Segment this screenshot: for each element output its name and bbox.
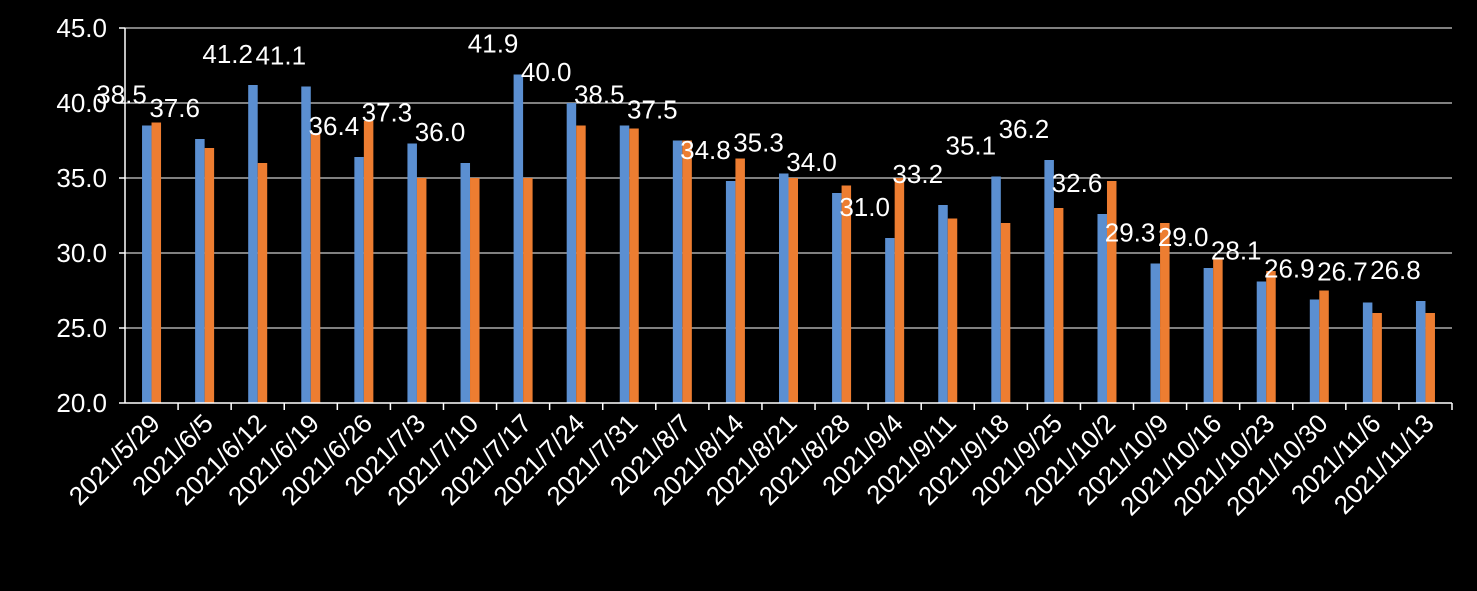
series-1-bar	[301, 86, 311, 403]
data-label: 32.6	[1052, 168, 1103, 198]
data-label: 28.1	[1211, 236, 1262, 266]
data-label: 34.8	[680, 135, 731, 165]
data-labels: 38.5 37.641.2 41.136.4 37.336.041.940.038.5…	[96, 29, 1421, 287]
series-2-bar	[1425, 313, 1435, 403]
data-label: 31.0	[839, 192, 890, 222]
series-1-bar	[725, 181, 736, 403]
series-2-bar	[310, 133, 321, 403]
series-1-bar	[142, 125, 152, 403]
series-2-bar	[788, 178, 798, 403]
series-2-bar	[735, 158, 745, 403]
series-1-bar	[513, 74, 524, 403]
series-1-bar	[354, 157, 364, 403]
data-label: 35.1	[946, 131, 997, 161]
series-2-bar	[470, 178, 480, 403]
data-label: 33.2	[892, 159, 943, 189]
series-1-bar	[1044, 160, 1054, 403]
data-label: 35.3	[733, 128, 784, 158]
data-label: 36.0	[415, 117, 466, 147]
series-1-bar	[248, 85, 258, 403]
series-1-bar	[1150, 263, 1161, 403]
data-label: 41.9	[468, 29, 519, 59]
series-1-bar	[938, 205, 948, 403]
series-2-bar	[576, 125, 586, 403]
data-label: 26.7	[1317, 257, 1368, 287]
data-label: 38.5	[574, 80, 625, 110]
series-1-bar	[566, 103, 577, 403]
series-2-bar	[947, 218, 958, 403]
data-label: 26.8	[1370, 255, 1421, 285]
series-2-bar	[1160, 223, 1170, 403]
series-1-bar	[1415, 301, 1426, 403]
series-2-bar	[1266, 271, 1276, 403]
series-2-bar	[1319, 290, 1329, 403]
y-tick-label: 20.0	[56, 388, 107, 418]
series-1-bar	[885, 238, 895, 403]
x-axis-ticks: 2021/5/292021/6/52021/6/122021/6/192021/…	[63, 403, 1453, 521]
series-1-bar	[619, 125, 630, 403]
y-tick-label: 40.0	[56, 88, 107, 118]
y-tick-label: 30.0	[56, 238, 107, 268]
series-1-bar	[991, 176, 1001, 403]
series-1-bar	[832, 193, 842, 403]
series-2-bar	[151, 122, 162, 403]
data-label: 37.5	[627, 95, 678, 125]
data-label: 37.3	[362, 98, 413, 128]
series-1-bar	[1203, 268, 1214, 403]
bars	[142, 74, 1435, 403]
data-label: 29.0	[1158, 222, 1209, 252]
series-1-bar	[195, 139, 205, 403]
data-label: 36.4	[309, 111, 360, 141]
series-1-bar	[460, 163, 471, 403]
series-2-bar	[363, 121, 374, 403]
data-label: 41.2	[202, 39, 253, 69]
series-2-bar	[204, 148, 215, 403]
y-axis-ticks: 20.0 25.0 30.0 35.0 40.0 45.0	[56, 13, 125, 418]
y-tick-label: 35.0	[56, 163, 107, 193]
y-tick-label: 25.0	[56, 313, 107, 343]
series-2-bar	[841, 185, 852, 403]
series-2-bar	[416, 178, 427, 403]
series-2-bar	[629, 128, 639, 403]
series-2-bar	[1372, 313, 1382, 403]
series-1-bar	[672, 140, 683, 403]
series-1-bar	[1309, 299, 1320, 403]
series-1-bar	[1362, 302, 1373, 403]
series-1-bar	[1097, 214, 1107, 403]
data-label: 34.0	[786, 147, 837, 177]
series-2-bar	[1213, 257, 1223, 403]
series-1-bar	[1256, 281, 1267, 403]
series-1-bar	[779, 173, 789, 403]
data-label: 37.6	[149, 93, 200, 123]
series-2-bar	[523, 178, 533, 403]
series-1-bar	[407, 143, 417, 403]
data-label: 36.2	[999, 114, 1050, 144]
data-label: 29.3	[1105, 218, 1156, 248]
series-2-bar	[257, 163, 268, 403]
data-label: 40.0	[521, 57, 572, 87]
series-2-bar	[1053, 208, 1064, 403]
y-tick-label: 45.0	[56, 13, 107, 43]
series-2-bar	[1000, 223, 1011, 403]
series-2-bar	[894, 178, 905, 403]
data-label: 26.9	[1264, 254, 1315, 284]
data-label: 38.5	[96, 80, 147, 110]
data-label: 41.1	[255, 41, 306, 71]
series-2-bar	[1106, 181, 1117, 403]
series-2-bar	[682, 140, 692, 403]
